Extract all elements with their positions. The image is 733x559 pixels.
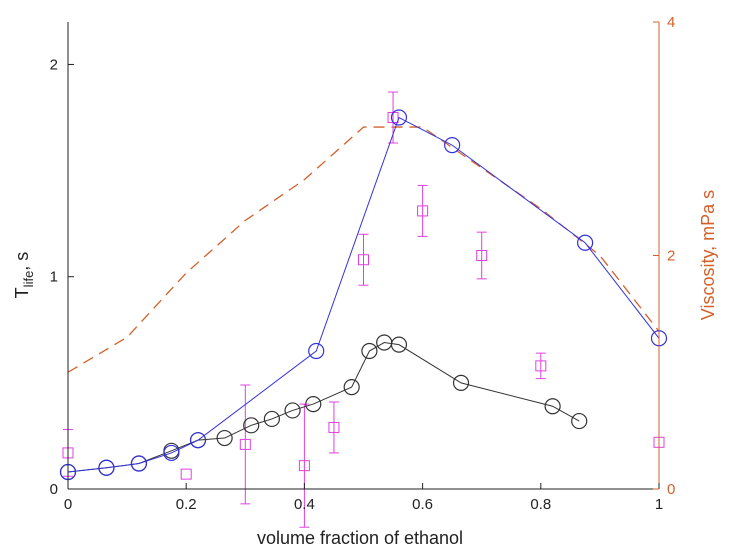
blue-circle-marker <box>98 459 115 476</box>
square-marker <box>180 468 192 480</box>
blue-series-line <box>67 116 660 473</box>
y-axis-label-subscript: life <box>21 271 36 288</box>
x-tick-label: 0.8 <box>530 496 551 513</box>
black-circle-marker <box>284 402 301 419</box>
black-circle-marker <box>361 342 378 360</box>
black-circle-marker <box>544 398 561 415</box>
black-circle-marker <box>243 417 260 434</box>
y-tick-label: 0 <box>50 481 58 498</box>
black-circle-marker <box>390 336 408 353</box>
square-marker <box>328 421 340 433</box>
y-axis-label-suffix: , s <box>12 252 32 271</box>
blue-circle-marker <box>390 109 408 126</box>
black-circle-marker <box>263 410 280 428</box>
x-tick-label: 1 <box>655 496 663 513</box>
blue-circle-marker <box>577 234 594 251</box>
blue-circle-marker <box>308 342 325 360</box>
x-tick-label: 0.4 <box>294 496 315 513</box>
black-circle-marker <box>571 412 588 430</box>
black-series-line <box>67 342 580 473</box>
plot-marks <box>59 91 668 528</box>
y2-tick-label: 0 <box>667 481 675 498</box>
x-tick-label: 0.6 <box>412 496 433 513</box>
black-circle-marker <box>452 374 470 391</box>
black-circle-marker <box>216 429 233 447</box>
x-axis-label: volume fraction of ethanol <box>257 528 463 548</box>
square-marker <box>535 360 547 372</box>
y-axis-label: Tlife, s <box>12 252 36 299</box>
black-circle-marker <box>305 395 322 413</box>
blue-circle-marker <box>189 432 207 449</box>
square-marker <box>417 205 429 217</box>
x-tick-label: 0.2 <box>176 496 197 513</box>
y2-tick-label: 2 <box>667 248 675 265</box>
y-axis-label-main: T <box>12 287 32 298</box>
x-tick-label: 0 <box>64 496 72 513</box>
blue-circle-marker <box>444 137 461 154</box>
blue-circle-marker <box>163 444 180 462</box>
square-marker <box>476 250 488 261</box>
black-circle-marker <box>343 379 360 396</box>
square-marker <box>239 438 251 450</box>
y2-axis-label: Viscosity, mPa s <box>698 190 718 320</box>
y2-tick-label: 4 <box>667 14 675 31</box>
square-marker <box>358 254 369 266</box>
blue-circle-marker <box>130 455 148 472</box>
y-tick-label: 2 <box>50 56 58 73</box>
axes <box>67 21 660 490</box>
y-tick-label: 1 <box>50 269 58 286</box>
square-marker <box>298 460 310 472</box>
